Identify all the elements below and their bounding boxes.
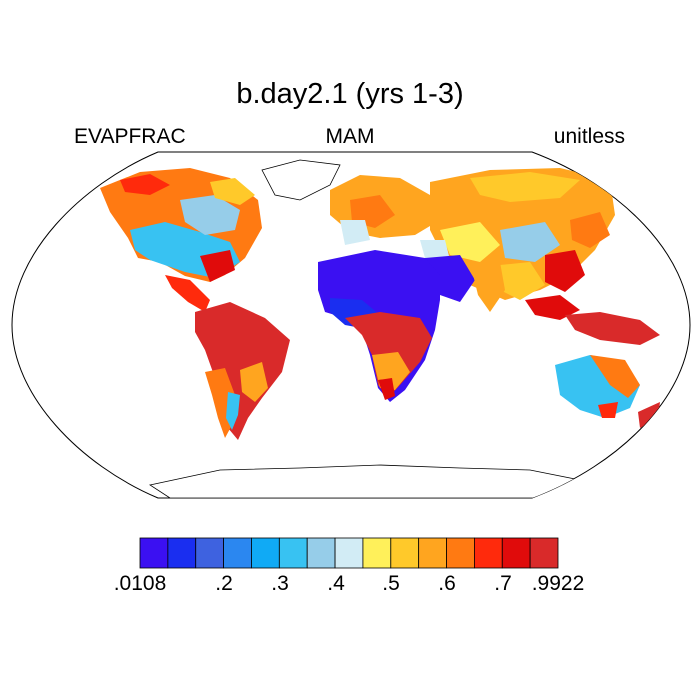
colorbar-cell xyxy=(167,537,197,569)
colorbar-cell xyxy=(362,537,392,569)
colorbar-cell xyxy=(446,537,475,569)
europe-region xyxy=(330,175,440,245)
colorbar-cell xyxy=(251,537,280,569)
colorbar-cell xyxy=(418,537,447,569)
colorbar-tick-label: .9922 xyxy=(531,572,585,595)
africa-region xyxy=(318,250,440,402)
season-label: MAM xyxy=(325,125,375,148)
colorbar-cell xyxy=(306,537,336,569)
colorbar-tick-label: .4 xyxy=(327,572,345,595)
variable-label: EVAPFRAC xyxy=(74,125,186,148)
colorbar-tick-label: .5 xyxy=(382,572,400,595)
colorbar-cell xyxy=(278,537,308,569)
colorbar-cell xyxy=(390,537,420,569)
colorbar-tick-label: .7 xyxy=(494,572,512,595)
plot-title: b.day2.1 (yrs 1-3) xyxy=(236,78,464,110)
colorbar-cell xyxy=(334,537,364,569)
north-america-region xyxy=(100,168,262,282)
colorbar-cell xyxy=(139,537,169,569)
new-zealand-region xyxy=(638,402,660,428)
india-region xyxy=(470,262,505,312)
colorbar-tick-label: .3 xyxy=(271,572,289,595)
central-america-region xyxy=(165,275,210,312)
colorbar-tick-label: .2 xyxy=(215,572,233,595)
south-america-region xyxy=(195,302,290,440)
antarctica-outline xyxy=(148,464,581,498)
colorbar-cell xyxy=(501,537,531,569)
colorbar-tick-label: .6 xyxy=(438,572,456,595)
colorbar-cell xyxy=(195,537,225,569)
colorbar-cell xyxy=(529,537,559,569)
australia-region xyxy=(555,355,640,418)
colorbar-cell xyxy=(223,537,252,569)
colorbar-cell xyxy=(473,537,503,569)
se-asia-region xyxy=(525,295,660,345)
greenland-outline xyxy=(261,159,341,201)
colorbar-tick-label: .0108 xyxy=(113,572,167,595)
units-label: unitless xyxy=(553,125,625,148)
